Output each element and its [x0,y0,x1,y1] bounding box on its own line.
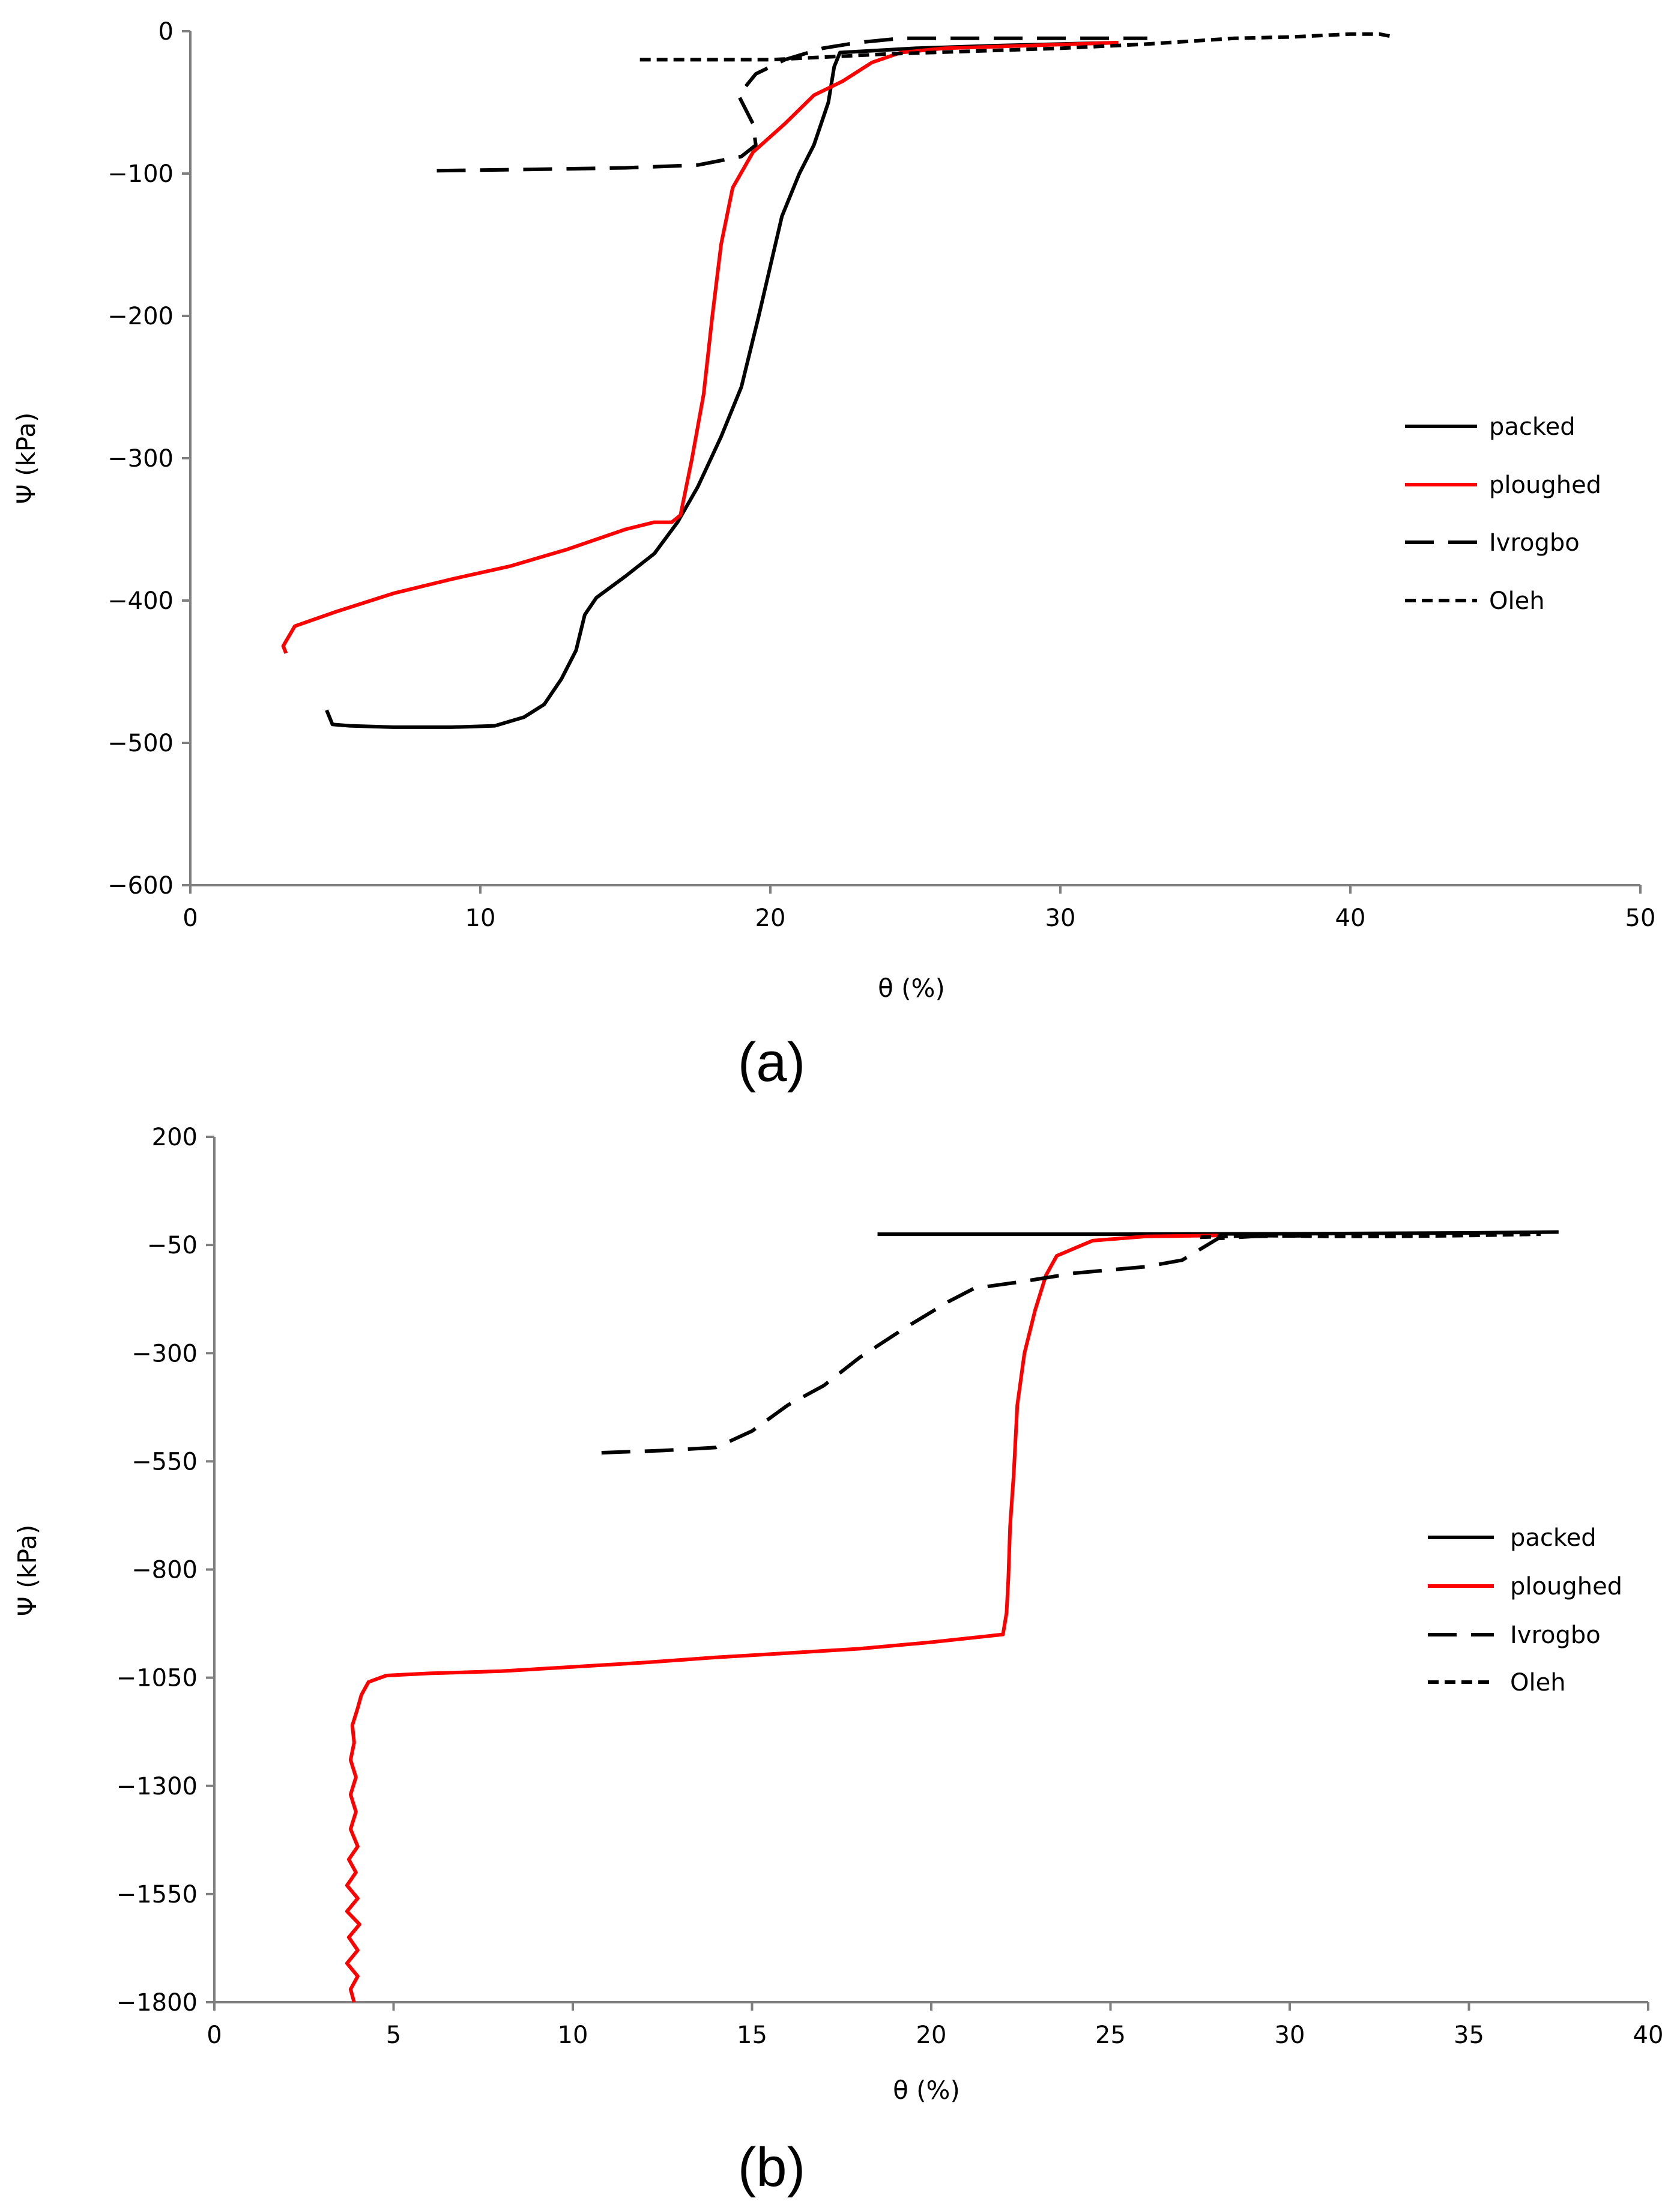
legend-b-label-packed: packed [1510,1524,1597,1552]
legend-a-label-oleh: Oleh [1489,587,1545,615]
chart-b-series-packed [877,1230,1559,1237]
chart-b-x-ticks: 0 5 10 15 20 25 30 35 40 [207,2002,1663,2049]
chart-b-x-tick-label: 30 [1275,2021,1305,2049]
chart-b-series-oleh [1200,1232,1541,1240]
chart-b-y-tick-label: −1050 [116,1665,198,1692]
chart-a-y-tick-label: 0 [159,18,174,46]
chart-b-series [345,1230,1559,2003]
chart-a-series-ivrogbo [437,36,1147,173]
chart-b-x-tick-label: 15 [737,2021,767,2049]
chart-a-y-tick-label: −400 [107,587,174,615]
chart-a-x-tick-label: 20 [755,904,786,932]
legend-b-label-ploughed: ploughed [1510,1573,1622,1600]
chart-b-y-tick-label: −1800 [116,1989,198,2017]
chart-b-y-tick-label: −50 [147,1232,198,1259]
chart-a-x-ticks: 0 10 20 30 40 50 [183,885,1655,932]
chart-b-y-tick-label: −1550 [116,1881,198,1909]
chart-b-x-tick-label: 10 [558,2021,588,2049]
chart-a: 0 −100 −200 −300 −400 −500 −600 0 10 20 30 40 50 Ψ … [11,18,1655,1093]
chart-a-y-tick-label: −100 [107,160,174,188]
chart-b-y-tick-label: 200 [152,1124,198,1151]
chart-b-x-tick-label: 5 [386,2021,401,2049]
chart-a-y-tick-label: −300 [107,445,174,473]
chart-a-y-tick-label: −500 [107,730,174,757]
chart-b-x-tick-label: 40 [1633,2021,1664,2049]
chart-a-series [281,32,1394,729]
chart-b: 200−50−300−550−800−1050−1300−1550−1800 0… [13,1124,1663,2198]
chart-b-x-tick-label: 0 [207,2021,222,2049]
chart-a-y-ticks: 0 −100 −200 −300 −400 −500 −600 [107,18,190,900]
chart-a-x-tick-label: 30 [1045,904,1076,932]
chart-b-x-axis-title: θ (%) [893,2075,960,2105]
panel-label-b: (b) [738,2137,805,2198]
chart-b-y-tick-label: −800 [131,1557,198,1584]
chart-b-series-ivrogbo [601,1234,1326,1455]
chart-a-legend: packed ploughed Ivrogbo Oleh [1405,413,1601,615]
chart-b-y-tick-label: −550 [131,1448,198,1476]
chart-a-x-axis-title: θ (%) [878,973,945,1003]
chart-b-x-tick-label: 35 [1454,2021,1484,2049]
legend-a-label-packed: packed [1489,413,1576,441]
chart-b-series-ploughed [345,1234,1218,2003]
chart-a-x-tick-label: 10 [465,904,496,932]
chart-a-y-tick-label: −600 [107,872,174,900]
chart-b-y-axis-title: Ψ (kPa) [13,1525,42,1617]
chart-a-x-tick-label: 50 [1625,904,1656,932]
chart-a-series-ploughed [281,41,1119,654]
chart-a-y-axis-title: Ψ (kPa) [11,413,41,504]
chart-a-y-tick-label: −200 [107,303,174,330]
legend-b-label-ivrogbo: Ivrogbo [1510,1621,1601,1649]
chart-a-series-oleh [639,32,1394,62]
chart-a-x-tick-label: 40 [1335,904,1366,932]
chart-b-x-tick-label: 25 [1095,2021,1126,2049]
chart-a-x-tick-label: 0 [183,904,198,932]
chart-b-x-tick-label: 20 [916,2021,947,2049]
legend-a-label-ivrogbo: Ivrogbo [1489,529,1580,557]
legend-b-label-oleh: Oleh [1510,1669,1566,1697]
legend-a-label-ploughed: ploughed [1489,471,1601,499]
chart-a-series-packed [325,41,1119,729]
chart-b-legend: packed ploughed Ivrogbo Oleh [1428,1524,1622,1697]
chart-b-y-tick-label: −1300 [116,1773,198,1800]
chart-b-y-tick-label: −300 [131,1340,198,1367]
panel-label-a: (a) [738,1032,805,1093]
chart-b-y-ticks: 200 −50 −300 −550 −800 −1050 −1300 −1550 −1800 [116,1124,214,2017]
